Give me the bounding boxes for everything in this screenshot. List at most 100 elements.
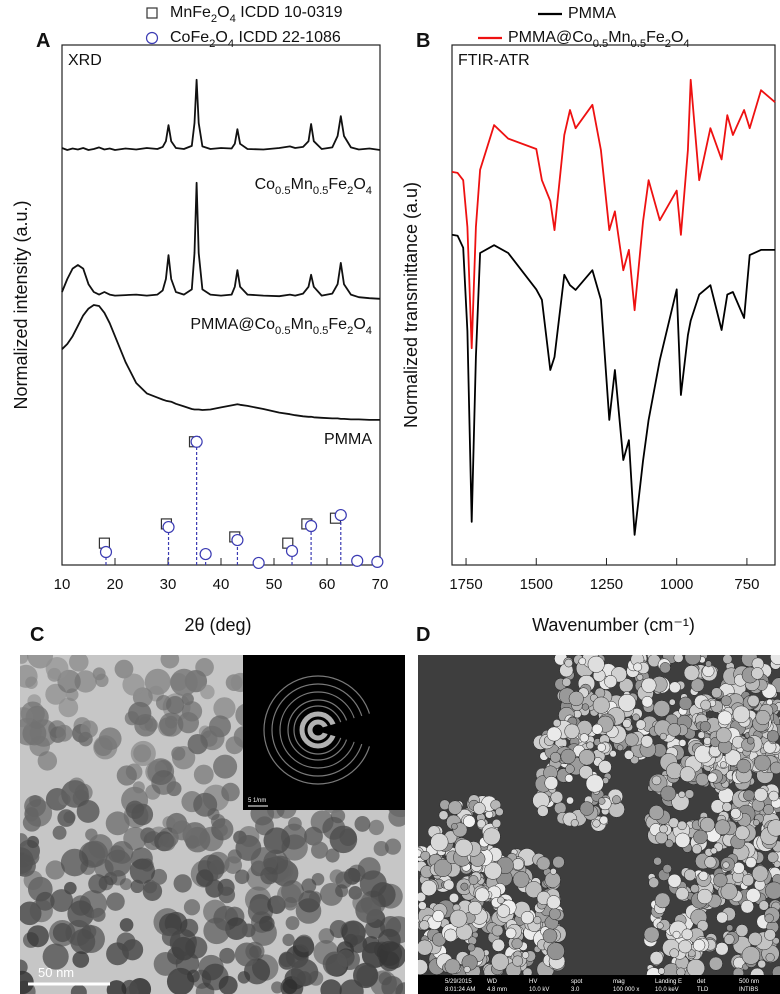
marker-circle	[190, 435, 203, 448]
sem-grain	[432, 910, 445, 923]
sem-grain	[752, 819, 760, 826]
sem-footer-text: 10.0 keV	[655, 987, 679, 993]
nanoparticle	[322, 816, 346, 840]
legend-label: PMMA@Co0.5Mn0.5Fe2O4	[508, 29, 690, 50]
sem-grain	[552, 719, 561, 728]
nanoparticle	[263, 849, 289, 875]
nanoparticle	[142, 881, 163, 901]
sem-grain	[675, 832, 691, 848]
sem-grain	[747, 694, 760, 707]
sem-grain	[763, 804, 774, 815]
sem-grain	[443, 879, 455, 891]
sem-footer-text: Landing E	[655, 979, 682, 985]
sem-image: 5/29/2015 WD HV spot mag Landing E det 500 nm 8:…	[418, 655, 780, 994]
nanoparticle	[85, 828, 98, 841]
nanoparticle	[271, 981, 284, 994]
sem-grain	[544, 776, 559, 790]
nanoparticle	[308, 891, 322, 905]
sem-grain	[444, 958, 461, 975]
nanoparticle	[29, 899, 53, 923]
sem-grain	[542, 928, 558, 944]
x-tick-label: 60	[319, 576, 336, 593]
sem-grain	[684, 655, 702, 666]
sem-grain	[497, 896, 505, 904]
sem-grain	[448, 892, 459, 903]
sem-grain	[690, 678, 705, 692]
nanoparticle	[177, 712, 200, 734]
sem-grain	[636, 673, 644, 681]
sem-footer-text: spot	[571, 979, 583, 985]
nanoparticle	[203, 917, 230, 945]
sem-grain	[618, 693, 637, 712]
sem-grain	[533, 916, 542, 925]
sem-grain	[683, 665, 700, 681]
nanoparticle	[215, 823, 228, 837]
nanoparticle	[207, 808, 220, 821]
panel-letter: C	[30, 624, 44, 646]
sem-grain	[484, 861, 502, 880]
sem-grain	[684, 789, 695, 799]
sem-grain	[681, 928, 694, 941]
sem-grain	[418, 939, 433, 956]
sem-grain	[732, 705, 751, 723]
nanoparticle	[95, 673, 109, 688]
sem-grain	[770, 655, 780, 666]
sem-grain	[552, 855, 565, 869]
nanoparticle	[244, 886, 272, 913]
nanoparticle	[72, 951, 90, 968]
sem-grain	[699, 817, 716, 833]
sem-grain	[659, 662, 671, 674]
panel-letter: B	[416, 30, 430, 52]
nanoparticle	[91, 907, 106, 922]
sem-grain	[757, 959, 767, 969]
sem-grain	[463, 965, 471, 973]
nanoparticle	[329, 919, 348, 939]
sem-grain	[564, 723, 580, 739]
sem-footer-text: INTIBS	[739, 987, 758, 993]
sem-grain	[698, 870, 709, 881]
trace-label: PMMA	[324, 431, 372, 448]
sem-grain	[765, 881, 780, 900]
tem-image: 5 1/nm 50 nm	[20, 655, 405, 994]
nanoparticle	[94, 737, 113, 757]
nanoparticle	[295, 934, 313, 953]
sem-grain	[474, 887, 490, 902]
sem-grain	[649, 951, 664, 965]
data-line	[61, 78, 381, 151]
sem-grain	[564, 658, 573, 668]
nanoparticle	[200, 684, 215, 700]
sem-grain	[624, 732, 639, 747]
sem-grain	[568, 691, 584, 707]
sem-grain	[565, 764, 575, 774]
sem-grain	[769, 761, 780, 775]
sem-grain	[635, 719, 646, 730]
sem-grain	[597, 742, 606, 752]
sem-grain	[578, 765, 593, 780]
sem-grain	[741, 946, 761, 965]
sem-footer-text: 3.0	[571, 987, 580, 993]
inset-scale-label: 5 1/nm	[248, 798, 266, 804]
marker-circle	[371, 555, 384, 568]
nanoparticle	[290, 958, 319, 987]
sem-grain	[691, 844, 702, 855]
nanoparticle	[140, 858, 154, 872]
sem-grain	[684, 868, 697, 882]
sem-grain	[579, 733, 589, 743]
nanoparticle	[26, 925, 49, 948]
sem-grain	[598, 760, 612, 774]
sem-grain	[576, 720, 593, 736]
nanoparticle	[170, 668, 198, 697]
sem-grain	[578, 749, 595, 766]
sem-grain	[668, 698, 676, 706]
nanoparticle	[388, 806, 405, 827]
nanoparticle	[45, 656, 69, 680]
sem-grain	[710, 847, 718, 855]
nanoparticle	[187, 733, 208, 755]
nanoparticle	[282, 979, 298, 994]
sem-grain	[659, 824, 668, 834]
x-axis-label: Wavenumber (cm⁻¹)	[532, 615, 695, 635]
nanoparticle	[58, 697, 79, 718]
sem-grain	[564, 774, 574, 783]
nanoparticle	[105, 811, 130, 836]
sem-grain	[720, 883, 738, 901]
